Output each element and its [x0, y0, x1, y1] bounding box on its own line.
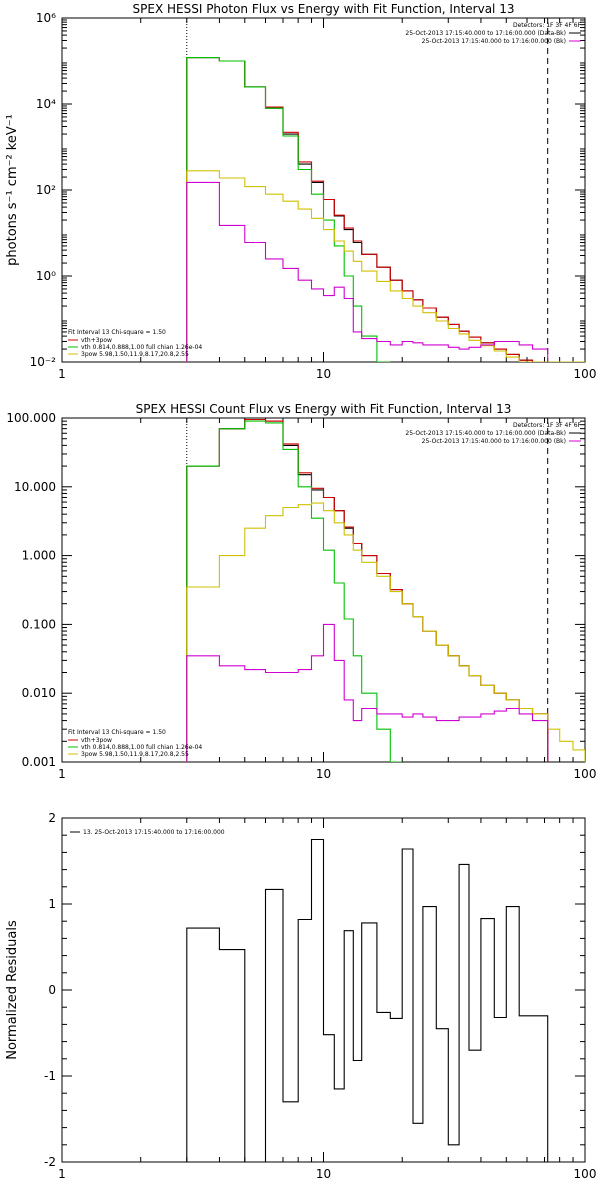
y-tick-label: 10² — [36, 183, 56, 197]
panel-photon-flux: SPEX HESSI Photon Flux vs Energy with Fi… — [5, 2, 596, 381]
series-line-2 — [186, 57, 391, 362]
legend-bottom-left: Fit Interval 13 Chi-square = 1.50vth+3po… — [68, 729, 202, 758]
y-tick-label: 2 — [48, 811, 56, 825]
y-tick-label: 0.100 — [22, 617, 56, 631]
x-tick-label: 1 — [58, 367, 66, 381]
legend-entry: vth+3pow — [81, 737, 112, 744]
x-tick-label: 10 — [316, 767, 331, 781]
legend-header: Detectors: 1F 3F 4F 6F — [513, 22, 582, 29]
legend-entry: 3pow 5.98,1.50,11.9,8.17,20.8,2.55 — [81, 351, 189, 358]
legend-entry: 25-Oct-2013 17:15:40.000 to 17:16:00.000… — [422, 438, 566, 445]
panel-count-flux: SPEX HESSI Count Flux vs Energy with Fit… — [6, 402, 596, 781]
x-tick-label: 10 — [316, 367, 331, 381]
x-tick-label: 100 — [574, 367, 597, 381]
y-tick-label: 10⁴ — [36, 97, 56, 111]
chart-title: SPEX HESSI Photon Flux vs Energy with Fi… — [133, 2, 515, 16]
series-line-4 — [186, 181, 549, 362]
y-tick-label: 1 — [48, 897, 56, 911]
series-line-1 — [186, 418, 549, 762]
series-line-0 — [186, 57, 548, 362]
series-group — [186, 57, 585, 362]
legend-entry: vth+3pow — [81, 337, 112, 344]
x-tick-label: 1 — [58, 767, 66, 781]
panel-residuals: 1 10 100 -2 -1 0 1 2 Normalized Residuals 13. 25-… — [5, 811, 596, 1181]
y-tick-label: 10⁻² — [30, 355, 57, 369]
legend-top-left: 13. 25-Oct-2013 17:15:40.000 to 17:16:00… — [70, 829, 225, 836]
y-tick-label: 0.001 — [22, 755, 56, 769]
series-group — [186, 838, 549, 1162]
y-tick-label: 0.010 — [22, 686, 56, 700]
legend-fit-header: Fit Interval 13 Chi-square = 1.50 — [68, 729, 166, 736]
y-tick-label: 10.000 — [14, 480, 56, 494]
y-axis-label: photons s⁻¹ cm⁻² keV⁻¹ — [5, 114, 20, 266]
y-tick-label: -2 — [44, 1155, 56, 1169]
series-line-3 — [186, 170, 585, 362]
legend-entry: 25-Oct-2013 17:15:40.000 to 17:16:00.000… — [405, 30, 566, 37]
series-line-0 — [186, 838, 549, 1162]
chart-title: SPEX HESSI Count Flux vs Energy with Fit… — [136, 402, 512, 416]
legend-entry: 13. 25-Oct-2013 17:15:40.000 to 17:16:00… — [83, 829, 225, 836]
series-line-0 — [186, 418, 549, 762]
legend-fit-header: Fit Interval 13 Chi-square = 1.50 — [68, 329, 166, 336]
legend-entry: 25-Oct-2013 17:15:40.000 to 17:16:00.000… — [422, 38, 566, 45]
y-axis-label: Normalized Residuals — [5, 920, 20, 1060]
legend-entry: 25-Oct-2013 17:15:40.000 to 17:16:00.000… — [405, 430, 566, 437]
series-line-4 — [186, 623, 549, 762]
y-tick-label: 100.000 — [6, 411, 56, 425]
legend-entry: 3pow 5.98,1.50,11.9,8.17,20.8,2.55 — [81, 751, 189, 758]
series-line-2 — [186, 420, 403, 762]
y-tick-label: 0 — [48, 983, 56, 997]
y-tick-label: 10⁶ — [36, 11, 56, 25]
y-tick-label: 1.000 — [22, 549, 56, 563]
y-tick-label: 10⁰ — [36, 269, 56, 283]
legend-header: Detectors: 1F 3F 4F 6F — [513, 422, 582, 429]
x-tick-label: 100 — [574, 1167, 597, 1181]
series-line-3 — [186, 502, 585, 762]
legend-entry: vth 0.814,0.888,1.00 full chian 1.26e-04 — [81, 744, 202, 751]
x-tick-label: 1 — [58, 1167, 66, 1181]
series-line-1 — [186, 57, 548, 362]
x-tick-label: 10 — [316, 1167, 331, 1181]
y-tick-label: -1 — [44, 1069, 56, 1083]
legend-entry: vth 0.814,0.888,1.00 full chian 1.26e-04 — [81, 344, 202, 351]
legend-bottom-left: Fit Interval 13 Chi-square = 1.50vth+3po… — [68, 329, 202, 358]
series-group — [186, 418, 585, 762]
x-tick-label: 100 — [574, 767, 597, 781]
